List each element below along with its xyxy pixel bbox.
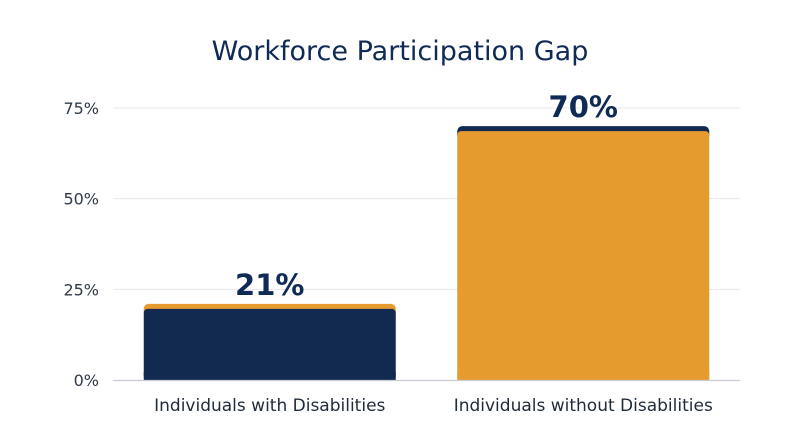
bar <box>457 131 710 380</box>
bar-base <box>143 372 396 380</box>
x-axis-labels: Individuals with Disabilities Individuals… <box>154 396 713 416</box>
y-tick-label: 75% <box>63 99 99 118</box>
data-label: 70% <box>549 90 618 124</box>
chart-title: Workforce Participation Gap <box>212 36 589 67</box>
y-tick-label: 50% <box>63 190 99 209</box>
data-labels: 21% 70% <box>235 90 618 302</box>
bars <box>143 126 710 380</box>
data-label: 21% <box>235 268 304 302</box>
y-tick-label: 25% <box>63 280 99 299</box>
y-axis-ticks: 0% 25% 50% 75% <box>63 99 99 390</box>
y-tick-label: 0% <box>74 371 99 390</box>
bar-base <box>457 372 710 380</box>
x-tick-label: Individuals with Disabilities <box>154 396 385 416</box>
x-tick-label: Individuals without Disabilities <box>454 396 713 416</box>
bar <box>143 308 396 380</box>
